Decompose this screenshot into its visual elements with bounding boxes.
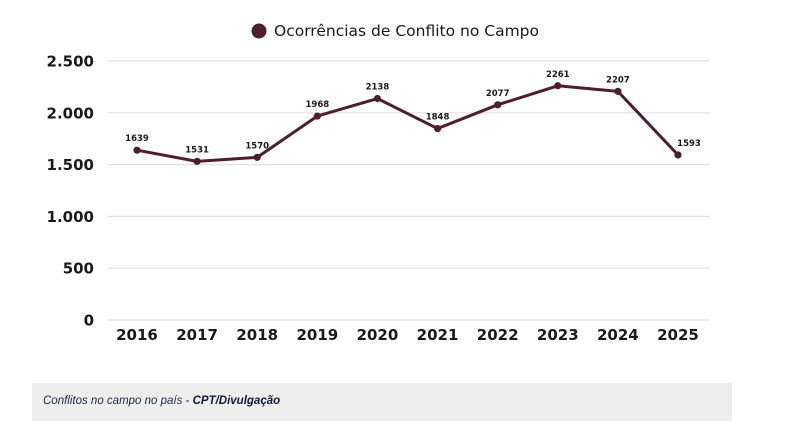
- x-tick-label: 2024: [597, 326, 639, 344]
- legend-marker: [251, 23, 267, 39]
- data-label: 1639: [125, 134, 149, 144]
- data-label: 1531: [185, 145, 209, 155]
- data-point: [193, 157, 201, 165]
- gridlines: [108, 60, 710, 321]
- legend-label: Ocorrências de Conflito no Campo: [274, 22, 539, 40]
- data-label: 2261: [546, 70, 570, 80]
- x-tick-label: 2019: [296, 326, 338, 344]
- data-label: 1848: [426, 113, 450, 123]
- data-point: [674, 151, 682, 159]
- data-point: [433, 124, 442, 133]
- data-labels: 1639 1531 1570 1968 2138 1848 2077 2261 2207 1593: [125, 70, 701, 156]
- x-tick-label: 2020: [357, 326, 399, 344]
- y-tick-label: 1.000: [47, 208, 94, 226]
- x-tick-label: 2016: [116, 326, 158, 344]
- data-point: [554, 82, 562, 90]
- data-point: [133, 146, 141, 154]
- x-axis-ticks: 2016 2017 2018 2019 2020 2021 2022 2023 2024 2025: [116, 326, 699, 344]
- legend: Ocorrências de Conflito no Campo: [251, 22, 539, 40]
- series-ocorrencias: [133, 82, 682, 165]
- x-tick-label: 2017: [176, 326, 218, 344]
- data-label: 1570: [245, 141, 269, 151]
- x-tick-label: 2023: [537, 326, 579, 344]
- x-tick-label: 2022: [477, 326, 519, 344]
- y-tick-label: 500: [63, 260, 94, 278]
- data-label: 2077: [486, 89, 510, 99]
- y-axis-ticks: 0 500 1.000 1.500 2.000 2.500: [47, 53, 94, 330]
- image-caption: Conflitos no campo no país - CPT/Divulga…: [43, 395, 280, 407]
- x-tick-label: 2025: [657, 326, 699, 344]
- caption-box: Conflitos no campo no país - CPT/Divulga…: [32, 383, 732, 421]
- caption-credit: CPT/Divulgação: [192, 395, 281, 407]
- y-tick-label: 0: [84, 312, 94, 330]
- data-point: [494, 101, 502, 109]
- y-tick-label: 2.000: [47, 104, 94, 122]
- data-point: [313, 112, 321, 120]
- data-point: [373, 94, 382, 103]
- y-tick-label: 2.500: [47, 53, 94, 71]
- data-label: 2207: [606, 75, 630, 85]
- y-tick-label: 1.500: [47, 156, 94, 174]
- x-tick-label: 2021: [417, 326, 459, 344]
- data-point: [253, 153, 261, 161]
- x-tick-label: 2018: [236, 326, 278, 344]
- line-chart: Ocorrências de Conflito no Campo 0 500 1.0…: [47, 22, 710, 344]
- data-label: 1593: [677, 139, 701, 149]
- data-label: 1968: [305, 100, 329, 110]
- data-label: 2138: [366, 83, 390, 93]
- series-line: [135, 84, 680, 163]
- data-point: [614, 87, 622, 95]
- caption-text: Conflitos no campo no país -: [43, 395, 193, 407]
